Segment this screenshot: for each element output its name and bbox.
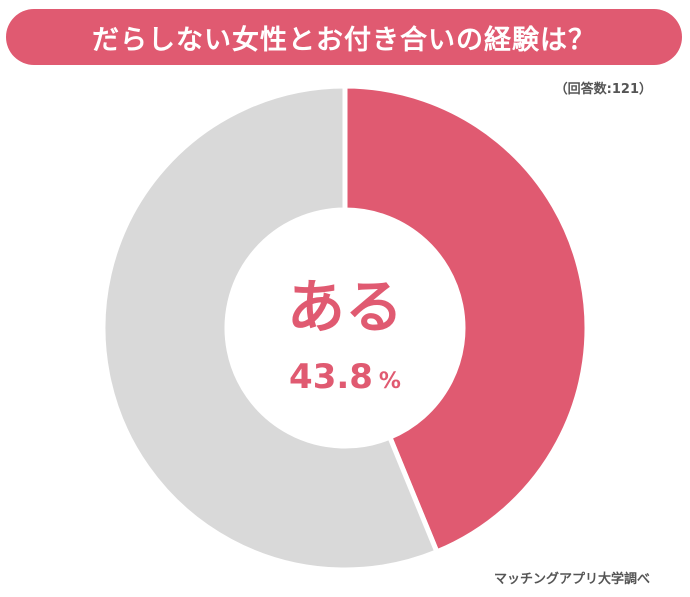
- source-note: マッチングアプリ大学調べ: [493, 572, 650, 587]
- donut-slice-2: [100, 83, 441, 573]
- respondent-count: （回答数:121）: [554, 82, 652, 97]
- center-value: 43.8: [289, 357, 373, 397]
- center-unit: %: [378, 369, 401, 394]
- donut-slice-1: [342, 83, 590, 556]
- center-value-group: 43.8%: [245, 360, 445, 394]
- chart-title: だらしない女性とお付き合いの経験は？: [92, 24, 596, 56]
- center-label: ある: [286, 273, 403, 341]
- title-banner: だらしない女性とお付き合いの経験は？: [6, 9, 682, 65]
